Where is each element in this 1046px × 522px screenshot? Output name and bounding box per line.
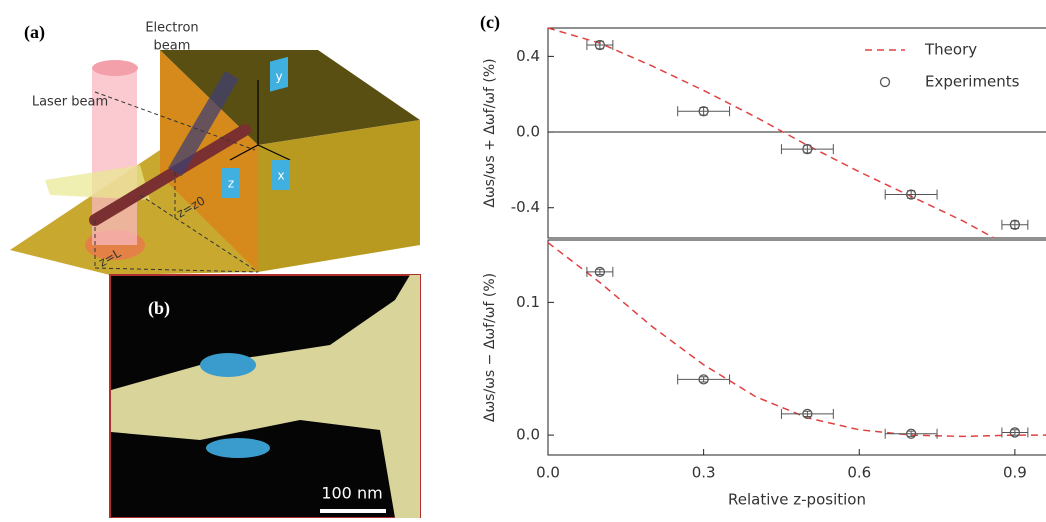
label: z: [228, 177, 234, 191]
y-tick-label: 0.0: [516, 426, 540, 444]
panel-label: (c): [480, 12, 500, 33]
x-axis-label: Relative z-position: [728, 491, 866, 509]
label: Electron: [145, 21, 198, 36]
label: y: [275, 70, 282, 84]
y-tick-label: 0.1: [516, 293, 540, 311]
y-tick-label: -0.4: [511, 198, 540, 216]
panel-label: (b): [148, 298, 170, 319]
x-tick-label: 0.0: [536, 464, 560, 482]
x-tick-label: 0.9: [1003, 464, 1027, 482]
legend-label: Theory: [924, 41, 977, 59]
y-tick-label: 0.4: [516, 47, 540, 65]
x-tick-label: 0.3: [692, 464, 716, 482]
laser-top: [92, 60, 138, 76]
label: Laser beam: [32, 95, 108, 110]
frame: [548, 240, 1046, 455]
label: x: [277, 169, 284, 183]
box-front: [258, 120, 420, 272]
scale-bar: [320, 509, 386, 513]
figure: (a) Electron beam Laser beam y z x z=z0 …: [0, 0, 1046, 518]
scale-label: 100 nm: [321, 484, 382, 503]
theory-line: [548, 28, 994, 238]
legend-label: Experiments: [925, 73, 1020, 91]
blob: [200, 353, 256, 377]
plots: 0.4 0.0 -0.4 Δωs/ωs + Δωf/ωf (%) Theory Exper…: [482, 28, 1046, 509]
blob: [206, 438, 270, 458]
panel-label: (a): [24, 22, 45, 43]
schematic: (a) Electron beam Laser beam y z x z=z0 …: [10, 21, 420, 276]
y-axis-label: Δωs/ωs + Δωf/ωf (%): [482, 58, 498, 207]
x-tick-label: 0.6: [847, 464, 871, 482]
micrograph: (b) 100 nm: [110, 275, 420, 518]
frame: [548, 28, 1046, 238]
y-axis-label: Δωs/ωs − Δωf/ωf (%): [482, 273, 498, 422]
legend-marker: [881, 78, 890, 87]
label: beam: [154, 39, 191, 54]
y-tick-label: 0.0: [516, 123, 540, 141]
theory-line: [548, 243, 1046, 437]
